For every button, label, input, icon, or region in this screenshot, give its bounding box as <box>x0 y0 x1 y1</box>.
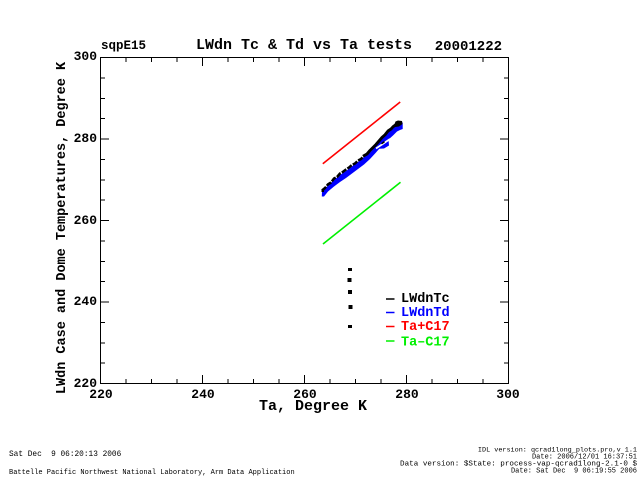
svg-text:300: 300 <box>496 387 520 402</box>
svg-text:Data version: $State: process-: Data version: $State: process-vap-qcrad1… <box>400 461 637 469</box>
svg-text:240: 240 <box>191 387 215 402</box>
svg-text:Ta, Degree K: Ta, Degree K <box>259 398 367 415</box>
svg-text:240: 240 <box>74 294 98 309</box>
svg-text:Battelle Pacific Northwest Nat: Battelle Pacific Northwest National Labo… <box>9 469 295 477</box>
svg-text:280: 280 <box>74 131 98 146</box>
svg-text:LWdn Tc & Td vs Ta tests: LWdn Tc & Td vs Ta tests <box>196 37 412 54</box>
svg-text:IDL version: qcrad1long_plots.: IDL version: qcrad1long_plots.pro,v 1.1 <box>478 447 637 455</box>
svg-text:sqpE15: sqpE15 <box>101 39 146 53</box>
svg-text:260: 260 <box>74 213 98 228</box>
svg-text:20001222: 20001222 <box>435 39 502 55</box>
svg-text:260: 260 <box>293 387 317 402</box>
svg-text:280: 280 <box>395 387 419 402</box>
svg-text:LWdnTd: LWdnTd <box>401 306 450 321</box>
svg-text:Date: Sat Dec 9 06:19:55 2006: Date: Sat Dec 9 06:19:55 2006 <box>511 468 637 476</box>
svg-text:300: 300 <box>74 49 98 64</box>
svg-text:Ta–C17: Ta–C17 <box>401 336 450 351</box>
svg-text:Sat Dec 9 06:20:13 2006: Sat Dec 9 06:20:13 2006 <box>9 451 122 459</box>
svg-text:Ta+C17: Ta+C17 <box>401 320 450 335</box>
svg-text:220: 220 <box>89 387 113 402</box>
svg-text:LWdnTc: LWdnTc <box>401 292 450 307</box>
svg-text:LWdn Case and Dome Temperature: LWdn Case and Dome Temperatures, Degree … <box>55 61 70 394</box>
svg-text:220: 220 <box>74 376 98 391</box>
svg-text:Date: 2006/12/01 16:37:51: Date: 2006/12/01 16:37:51 <box>532 454 637 462</box>
